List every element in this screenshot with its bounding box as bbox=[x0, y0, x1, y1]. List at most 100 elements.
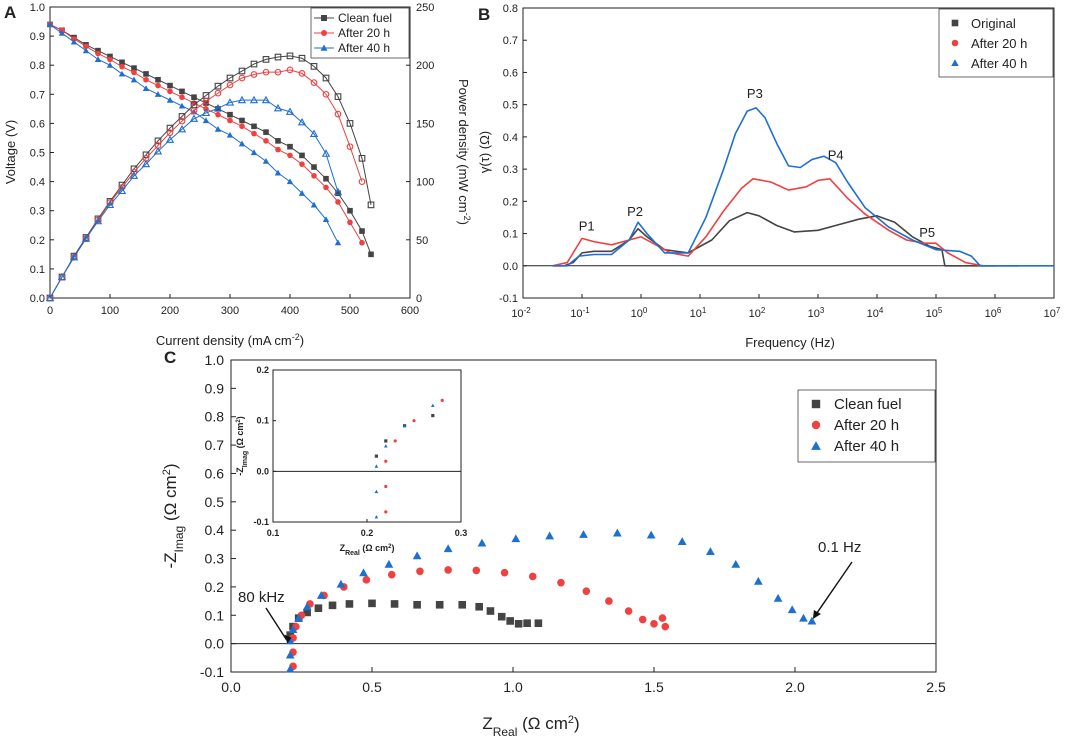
c-data-point bbox=[314, 604, 323, 612]
inset-data-point bbox=[384, 510, 388, 514]
inset-xtick-label: 0.2 bbox=[361, 528, 374, 538]
a-data-point bbox=[167, 82, 173, 89]
panel-c-ylabel: -ZImag (Ω cm2) bbox=[161, 463, 186, 568]
a-data-point bbox=[166, 124, 174, 132]
a-data-point bbox=[119, 59, 125, 66]
a-data-point bbox=[107, 53, 113, 60]
a-data-point bbox=[347, 219, 353, 226]
a-ytick-label: 0.7 bbox=[30, 89, 45, 101]
b-legend-label: Original bbox=[971, 16, 1016, 31]
a-ytick-label: 0.6 bbox=[30, 118, 45, 130]
b-peak-label: P4 bbox=[828, 147, 844, 162]
a-y2tick-label: 50 bbox=[416, 235, 428, 247]
inset-data-point bbox=[374, 454, 378, 458]
c-data-point bbox=[557, 578, 565, 587]
a-data-point bbox=[263, 138, 269, 144]
a-legend-marker bbox=[320, 44, 328, 51]
b-series-line bbox=[552, 211, 1019, 267]
a-data-point bbox=[191, 94, 197, 101]
a-data-point bbox=[141, 159, 151, 168]
c-annotation-arrow bbox=[265, 607, 287, 641]
c-data-point bbox=[303, 608, 311, 617]
b-xtick-label: 105 bbox=[926, 306, 943, 321]
b-peak-label: P2 bbox=[627, 204, 643, 219]
b-ytick-label: 0.4 bbox=[503, 132, 518, 144]
a-data-point bbox=[250, 60, 258, 68]
c-xtick-label: 0.0 bbox=[221, 679, 241, 695]
b-ytick-label: -0.1 bbox=[499, 293, 518, 305]
a-xtick-label: 300 bbox=[221, 305, 239, 317]
a-data-point bbox=[287, 143, 293, 150]
c-legend-label: Clean fuel bbox=[834, 396, 902, 413]
a-data-point bbox=[129, 171, 139, 179]
c-data-point bbox=[413, 600, 421, 609]
a-data-point bbox=[226, 81, 234, 89]
c-data-point bbox=[477, 538, 487, 547]
c-data-point bbox=[345, 600, 354, 608]
a-data-point bbox=[179, 94, 185, 101]
c-data-point bbox=[390, 600, 399, 608]
b-series-line bbox=[552, 177, 995, 267]
c-data-point bbox=[799, 613, 808, 622]
b-ytick-label: 0.7 bbox=[503, 35, 518, 47]
b-legend-marker bbox=[951, 39, 959, 47]
a-data-point bbox=[346, 120, 354, 127]
c-data-point bbox=[412, 551, 422, 560]
a-ytick-label: 0.0 bbox=[30, 293, 45, 305]
c-ytick-label: 0.1 bbox=[205, 607, 225, 623]
b-peak-label: P5 bbox=[919, 225, 935, 240]
a-data-point bbox=[274, 68, 282, 76]
a-data-point bbox=[285, 107, 295, 115]
a-data-point bbox=[82, 47, 90, 54]
a-data-point bbox=[239, 123, 245, 130]
b-xtick-label: 102 bbox=[749, 306, 766, 321]
a-data-point bbox=[167, 88, 173, 95]
a-data-point bbox=[117, 186, 127, 195]
a-series-line bbox=[49, 69, 363, 299]
a-data-point bbox=[105, 200, 115, 209]
panel-a-ylabel: Voltage (V) bbox=[3, 120, 18, 184]
c-data-point bbox=[302, 602, 312, 611]
inset-data-point bbox=[402, 423, 407, 428]
b-xtick-label: 104 bbox=[867, 306, 884, 321]
panel-label-c: C bbox=[164, 348, 176, 367]
panel-c-chart: 0.0 0.5 1.0 1.5 2.0 2.5-0.10.00.10.20.30.40.5… bbox=[161, 352, 946, 739]
panel-b-ylabel: γ(τ) (Ω) bbox=[477, 131, 492, 173]
a-data-point bbox=[226, 131, 234, 138]
a-data-point bbox=[177, 124, 187, 133]
panel-c-inset: 0.1 0.2 0.3 -0.1 0.0 0.1 0.2 ZReal (Ω cm2) -ZI… bbox=[235, 365, 467, 557]
c-data-point bbox=[612, 528, 622, 537]
c-data-point bbox=[534, 619, 543, 628]
a-data-point bbox=[118, 70, 126, 77]
a-data-point bbox=[275, 138, 281, 144]
inset-data-point bbox=[384, 459, 388, 463]
c-data-point bbox=[807, 616, 817, 625]
a-data-point bbox=[368, 251, 374, 258]
b-ytick-label: 0.1 bbox=[503, 229, 518, 241]
a-data-point bbox=[83, 43, 89, 50]
c-annotation-label: 80 kHz bbox=[238, 589, 285, 606]
a-data-point bbox=[214, 126, 222, 132]
c-data-point bbox=[286, 631, 295, 639]
a-data-point bbox=[323, 175, 329, 182]
a-data-point bbox=[131, 69, 137, 76]
a-data-point bbox=[286, 52, 294, 60]
a-data-point bbox=[263, 129, 269, 135]
c-data-point bbox=[787, 605, 797, 614]
c-data-point bbox=[458, 600, 467, 609]
c-data-point bbox=[646, 530, 656, 539]
a-xtick-label: 100 bbox=[101, 305, 119, 317]
inset-ytick-label: 0.0 bbox=[256, 466, 269, 476]
c-data-point bbox=[368, 599, 376, 608]
a-data-point bbox=[203, 100, 209, 106]
b-ytick-label: 0.8 bbox=[503, 3, 518, 15]
a-data-point bbox=[298, 54, 306, 62]
a-data-point bbox=[298, 190, 306, 196]
a-legend-marker bbox=[321, 15, 327, 21]
b-legend-label: After 20 h bbox=[971, 36, 1027, 51]
a-data-point bbox=[154, 137, 162, 145]
a-series-line bbox=[49, 55, 372, 299]
a-data-point bbox=[334, 239, 342, 246]
